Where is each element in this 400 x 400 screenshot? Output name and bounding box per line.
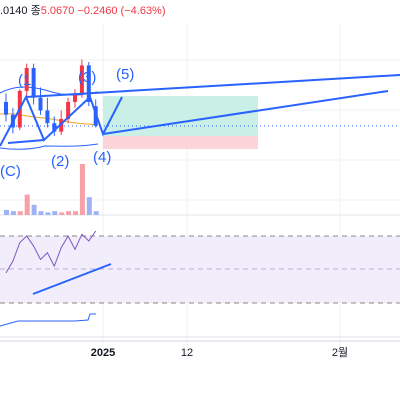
wave-label-2: (2) — [51, 153, 69, 170]
wave-label-3: (3) — [78, 69, 96, 86]
wave-label-4: (4) — [93, 149, 111, 166]
loss-zone[interactable] — [103, 136, 258, 149]
change-value: −0.2460 (−4.63%) — [77, 5, 166, 17]
volume-bar — [31, 204, 37, 215]
candle-body[interactable] — [31, 67, 36, 98]
time-axis-label-2025: 2025 — [91, 347, 115, 359]
wave-label-c: (C) — [0, 163, 21, 180]
volume-bar — [66, 211, 72, 215]
candle-body[interactable] — [45, 110, 50, 124]
wave-label-1: (1) — [18, 72, 36, 89]
candle-body[interactable] — [73, 93, 77, 102]
volume-bar — [93, 211, 99, 215]
time-axis-label-12: 12 — [181, 347, 193, 359]
indicator-line — [0, 313, 96, 327]
volume-bar — [86, 197, 92, 215]
time-axis-label-feb: 2월 — [332, 346, 348, 359]
elliott-wave-path[interactable] — [0, 94, 123, 147]
candle-body[interactable] — [52, 123, 57, 132]
volume-bar — [4, 209, 9, 215]
wave-label-5: (5) — [116, 66, 134, 83]
ohlc-header: .0140 종5.0670 −0.2460 (−4.63%) — [0, 0, 166, 22]
volume-bar — [45, 212, 51, 215]
candle-body[interactable] — [79, 65, 84, 94]
candle-body[interactable] — [59, 118, 64, 132]
rsi-trendline[interactable] — [32, 263, 112, 295]
rsi-line — [5, 230, 97, 274]
close-value: 5.0670 — [40, 5, 75, 17]
candle-body[interactable] — [38, 97, 43, 111]
volume-bar — [24, 194, 30, 215]
volume-bar — [10, 211, 16, 215]
candle-body[interactable] — [86, 65, 91, 102]
wedge-lower-trendline[interactable] — [102, 90, 389, 135]
volume-bar — [59, 212, 65, 215]
price-grid — [0, 24, 400, 360]
volume-bar — [79, 164, 85, 215]
moving-average-line — [0, 113, 99, 126]
open-value: .0140 — [0, 5, 28, 17]
bollinger-lower-band — [0, 143, 99, 150]
close-label: 종 — [30, 5, 41, 17]
wedge-upper-trendline[interactable] — [25, 74, 400, 98]
volume-series — [4, 164, 99, 215]
candle-body[interactable] — [24, 67, 29, 91]
volume-bar — [17, 211, 23, 215]
wave-support-line[interactable] — [7, 139, 45, 144]
candle-body[interactable] — [66, 101, 71, 119]
candle-body[interactable] — [4, 101, 8, 115]
volume-bar — [38, 211, 44, 215]
volume-bar — [52, 211, 58, 215]
volume-bar — [73, 211, 78, 215]
